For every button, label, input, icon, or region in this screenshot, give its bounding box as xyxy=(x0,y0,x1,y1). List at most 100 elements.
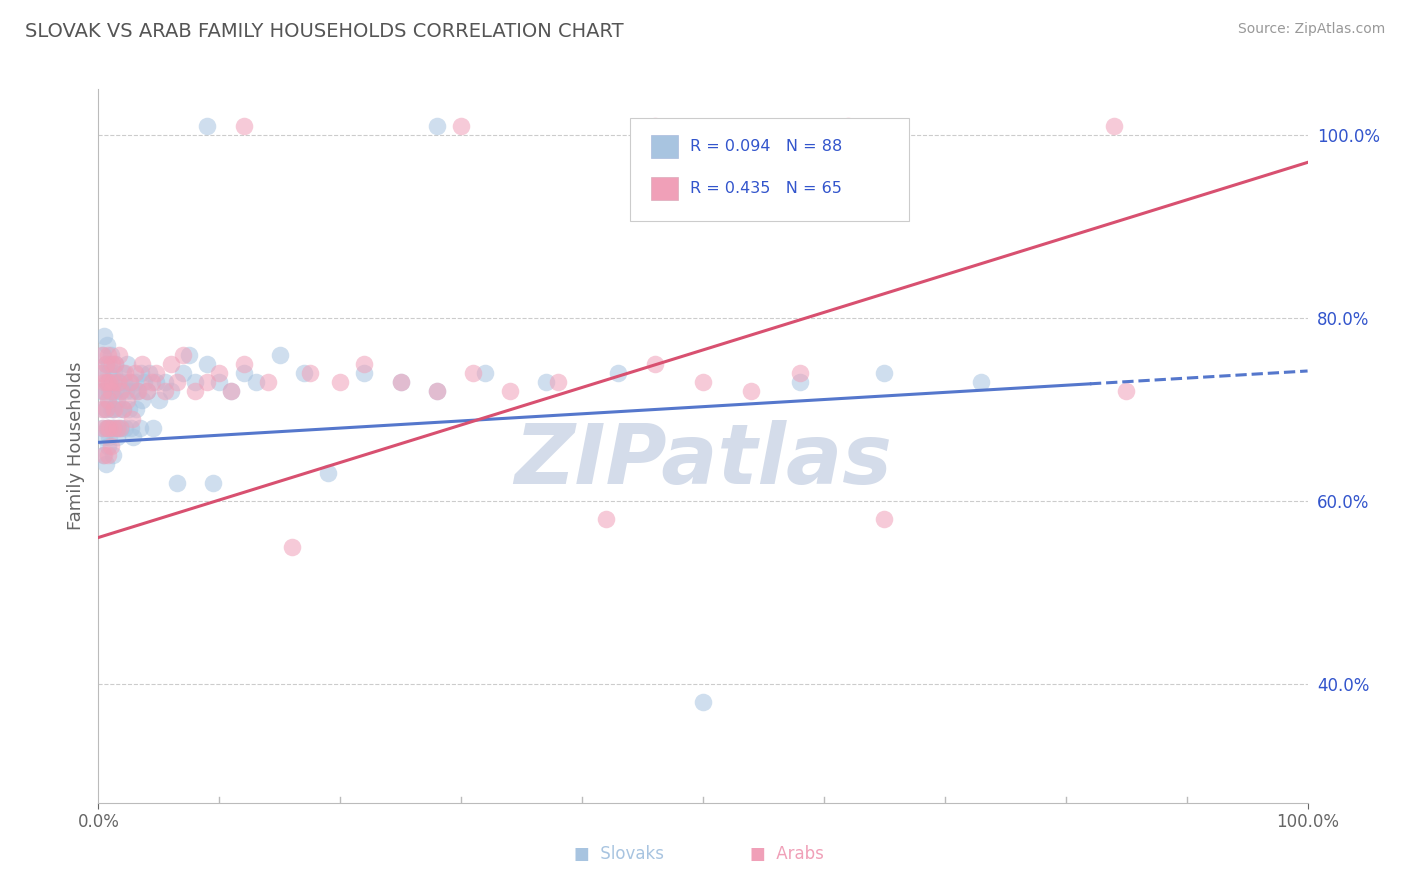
Point xyxy=(101,448,124,462)
Point xyxy=(97,366,120,380)
Point xyxy=(103,402,125,417)
Point xyxy=(104,357,127,371)
Point xyxy=(90,384,112,398)
Point xyxy=(91,384,114,398)
Point xyxy=(607,366,630,380)
Point xyxy=(97,420,120,434)
Point xyxy=(107,420,129,434)
Point xyxy=(96,338,118,352)
Point xyxy=(111,402,134,417)
Point xyxy=(160,357,183,371)
Point xyxy=(97,439,120,453)
Point xyxy=(145,375,167,389)
Point xyxy=(127,384,149,398)
Point xyxy=(202,475,225,490)
Point xyxy=(316,467,339,481)
Point xyxy=(100,375,122,389)
Point xyxy=(160,384,183,398)
Text: R = 0.435   N = 65: R = 0.435 N = 65 xyxy=(690,181,842,196)
FancyBboxPatch shape xyxy=(630,118,908,221)
Point xyxy=(91,366,114,380)
Point xyxy=(105,420,128,434)
Point xyxy=(100,384,122,398)
Point xyxy=(103,420,125,434)
Point xyxy=(135,384,157,398)
Point xyxy=(114,366,136,380)
Point xyxy=(232,357,254,371)
Point xyxy=(100,439,122,453)
Point xyxy=(104,357,127,371)
Point xyxy=(789,366,811,380)
Point xyxy=(148,393,170,408)
Point xyxy=(166,475,188,490)
Point xyxy=(97,393,120,408)
Point xyxy=(93,430,115,444)
Point xyxy=(112,375,135,389)
Point xyxy=(98,357,121,371)
Point xyxy=(142,420,165,434)
Point xyxy=(221,384,243,398)
Point xyxy=(98,430,121,444)
Point xyxy=(692,375,714,389)
Point xyxy=(121,411,143,425)
Point xyxy=(153,384,176,398)
Point xyxy=(108,402,131,417)
Point xyxy=(299,366,322,380)
Text: R = 0.094   N = 88: R = 0.094 N = 88 xyxy=(690,139,842,154)
Point xyxy=(208,375,231,389)
Point xyxy=(426,384,449,398)
Point xyxy=(101,420,124,434)
Point xyxy=(195,375,218,389)
Point xyxy=(474,366,496,380)
Point xyxy=(94,357,117,371)
Point xyxy=(94,458,117,472)
Point xyxy=(93,375,115,389)
Point xyxy=(121,384,143,398)
Point xyxy=(105,393,128,408)
Point xyxy=(100,420,122,434)
Point xyxy=(107,375,129,389)
Point xyxy=(108,384,131,398)
Point xyxy=(104,384,127,398)
Point xyxy=(107,375,129,389)
Point xyxy=(91,420,114,434)
Point xyxy=(127,384,149,398)
Point xyxy=(153,375,176,389)
Point xyxy=(595,512,617,526)
Point xyxy=(644,357,666,371)
Point xyxy=(789,375,811,389)
Point xyxy=(389,375,412,389)
Point xyxy=(111,366,134,380)
Point xyxy=(96,375,118,389)
Point xyxy=(740,384,762,398)
Point xyxy=(131,393,153,408)
Point xyxy=(93,448,115,462)
Bar xyxy=(651,178,678,201)
Point xyxy=(128,420,150,434)
Point xyxy=(108,347,131,361)
Point xyxy=(1115,384,1137,398)
Point xyxy=(426,384,449,398)
Point xyxy=(184,384,207,398)
Point xyxy=(118,375,141,389)
Point xyxy=(138,366,160,380)
Y-axis label: Family Households: Family Households xyxy=(66,362,84,530)
Point xyxy=(534,375,557,389)
Point xyxy=(389,375,412,389)
Point xyxy=(692,695,714,709)
Point xyxy=(135,384,157,398)
Point xyxy=(117,357,139,371)
Point xyxy=(195,119,218,133)
Point xyxy=(873,366,896,380)
Point xyxy=(90,366,112,380)
Point xyxy=(93,384,115,398)
Point xyxy=(98,384,121,398)
Point xyxy=(91,402,114,417)
Point xyxy=(353,357,375,371)
Point xyxy=(232,119,254,133)
Point xyxy=(98,375,121,389)
Point xyxy=(970,375,993,389)
Point xyxy=(101,402,124,417)
Point xyxy=(117,393,139,408)
Point xyxy=(100,357,122,371)
